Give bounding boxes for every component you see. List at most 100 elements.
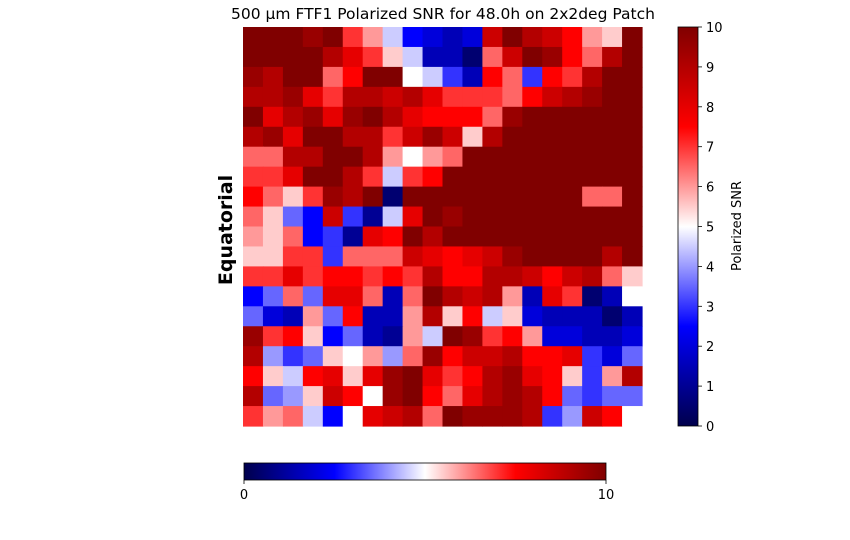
heatmap-cell [502,146,523,168]
heatmap-cell [582,126,603,148]
heatmap-cell [243,206,264,228]
heatmap-cell [442,346,464,367]
heatmap-cell [462,406,483,427]
heatmap-cell [402,126,424,148]
heatmap-cell [622,226,643,248]
heatmap-cell [602,346,623,367]
heatmap-cell [482,166,503,188]
heatmap-cell [602,27,623,48]
heatmap-cell [302,266,324,287]
heatmap-cell [502,206,523,228]
heatmap-cell [462,226,483,248]
heatmap-cell [342,366,364,387]
heatmap-cell [422,106,444,128]
heatmap-cell [622,146,643,168]
heatmap-cell [342,266,364,287]
heatmap-cell [422,206,444,228]
heatmap-cell [622,346,643,367]
heatmap-cell [362,166,384,188]
heatmap-cell [322,246,344,267]
heatmap-cell [402,146,424,168]
heatmap-cell [502,226,523,248]
heatmap-cell [462,186,483,208]
heatmap-cell [562,246,583,267]
heatmap-cell [502,266,523,287]
heatmap-cell [422,266,444,287]
heatmap-cell [542,386,563,407]
heatmap-cell [282,46,304,68]
colorbar-label: Polarized SNR [730,181,745,271]
heatmap-cell [243,186,264,208]
heatmap-cell [262,126,284,148]
heatmap-cell [602,366,623,387]
heatmap-cell [522,286,543,307]
heatmap-cell [462,346,483,367]
heatmap-cell [462,46,483,68]
heatmap-cell [622,326,643,347]
heatmap-cell [342,146,364,168]
heatmap-cell [282,146,304,168]
heatmap-cell [243,66,264,88]
heatmap-cell [542,346,563,367]
heatmap-cell [622,386,643,407]
heatmap-cell [582,346,603,367]
heatmap-cell [562,266,583,287]
heatmap-cell [302,106,324,128]
heatmap-cell [422,166,444,188]
heatmap-cell [522,306,543,327]
heatmap-cell [282,186,304,208]
heatmap-cell [302,366,324,387]
heatmap-cell [342,206,364,228]
heatmap-cell [402,306,424,327]
heatmap-cell [282,66,304,88]
bottom-colorbar-tick-label: 0 [240,488,248,503]
heatmap-cell [442,46,464,68]
heatmap-cell [342,246,364,267]
heatmap-cell [282,326,304,347]
heatmap-cell [362,186,384,208]
heatmap-cell [562,146,583,168]
heatmap-cell [462,86,483,108]
heatmap-cell [502,406,523,427]
heatmap-cell [302,286,324,307]
heatmap-cell [262,306,284,327]
heatmap-cell [402,266,424,287]
heatmap-cell [342,46,364,68]
heatmap-cell [462,206,483,228]
heatmap-cell [322,166,344,188]
heatmap-cell [282,126,304,148]
heatmap-cell [602,326,623,347]
heatmap-cell [322,146,344,168]
heatmap-cell [522,346,543,367]
heatmap-cell [382,246,404,267]
colorbar-tick-label: 5 [706,221,714,236]
heatmap-cell [262,226,284,248]
heatmap-cell [342,86,364,108]
heatmap-cell [282,406,304,427]
colorbar-tick-label: 7 [706,141,714,156]
heatmap-cell [382,306,404,327]
heatmap-cell [582,66,603,88]
heatmap-cell [622,186,643,208]
y-axis-label: Equatorial [215,175,237,285]
heatmap-cell [322,406,344,427]
heatmap-cell [462,286,483,307]
heatmap-cell [282,246,304,267]
colorbar-tick-label: 6 [706,181,714,196]
heatmap-cell [243,27,264,48]
heatmap-cell [542,146,563,168]
heatmap-cell [322,126,344,148]
heatmap-cell [322,266,344,287]
heatmap-cell [342,386,364,407]
heatmap-cell [482,86,503,108]
heatmap-cell [542,106,563,128]
heatmap-cell [442,406,464,427]
heatmap-cell [382,386,404,407]
heatmap-cell [302,126,324,148]
colorbar-tick-label: 10 [706,21,723,36]
heatmap-cell [462,66,483,88]
heatmap-cell [362,206,384,228]
heatmap-cell [522,86,543,108]
heatmap-cell [562,86,583,108]
